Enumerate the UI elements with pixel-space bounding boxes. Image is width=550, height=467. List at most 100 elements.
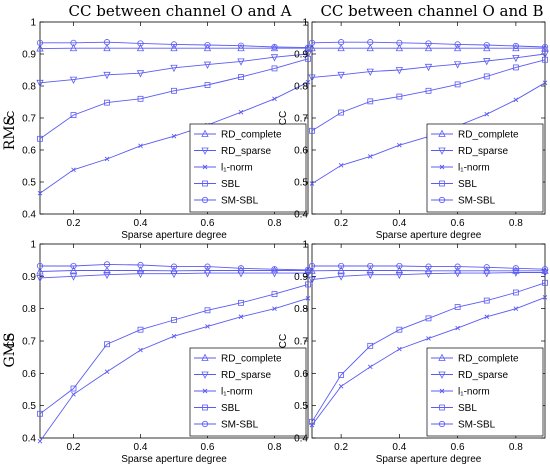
data-point-sbl: [425, 315, 432, 322]
x-tick-label: 0.6: [201, 218, 215, 229]
data-point-rd-sparse: [103, 71, 111, 80]
data-point-sbl: [37, 410, 43, 417]
legend-marker: [201, 129, 209, 137]
data-point-sm-sbl: [103, 261, 111, 268]
data-point-l-norm: [238, 109, 244, 115]
y-tick-label: 0.7: [22, 337, 36, 348]
data-point-l-norm: [171, 333, 177, 339]
data-point-l-norm: [305, 79, 311, 85]
x-tick-label: 0.6: [451, 218, 465, 229]
legend-marker: [439, 388, 445, 394]
y-tick-label: 1: [30, 240, 36, 251]
data-point-l-norm: [272, 96, 277, 102]
legend-label: RD_sparse: [458, 146, 508, 157]
data-point-sbl: [542, 279, 548, 286]
data-point-rd-complete: [337, 266, 345, 274]
legend-marker: [201, 353, 209, 361]
legend-marker: [438, 196, 446, 204]
data-point-rd-sparse: [308, 74, 316, 82]
data-point-sbl: [367, 342, 374, 349]
legend-label: l₁-norm: [458, 163, 490, 174]
data-point-rd-sparse: [203, 270, 212, 278]
data-point-l-norm: [272, 306, 277, 311]
y-axis-label: CC: [278, 111, 289, 125]
y-tick-label: 0.7: [22, 114, 36, 125]
data-point-rd-complete: [395, 266, 404, 274]
y-tick-label: 0.8: [294, 304, 308, 315]
data-point-rd-sparse: [203, 61, 212, 69]
data-point-l-norm: [71, 392, 76, 397]
data-point-sbl: [542, 56, 548, 63]
x-tick-label: 0.2: [67, 442, 81, 453]
data-point-sm-sbl: [338, 262, 345, 270]
legend: RD_complete RD_sparse l₁-norm SBL SM-SBL: [426, 347, 544, 437]
data-point-rd-sparse: [337, 273, 345, 281]
chart-panel-3: 0.2 0.4 0.6 0.8 0.4 0.5 0.6 0.7 0.8 0.9 1 Sparse ap…: [6, 240, 312, 465]
data-point-sm-sbl: [271, 43, 278, 51]
data-point-l-norm: [484, 111, 490, 117]
series-sm-sbl: [36, 261, 312, 273]
data-point-rd-complete: [512, 43, 520, 52]
y-tick-label: 0.9: [294, 50, 308, 61]
legend-box: [426, 123, 544, 213]
data-point-sbl: [396, 326, 403, 333]
series-l-norm: [309, 295, 548, 428]
data-point-sm-sbl: [308, 262, 316, 270]
legend-label: l₁-norm: [221, 163, 253, 174]
data-point-l-norm: [338, 383, 344, 389]
data-point-rd-sparse: [424, 63, 433, 72]
y-tick-label: 0.4: [294, 434, 308, 445]
series-line-rd-sparse: [39, 272, 308, 279]
data-point-sbl: [396, 93, 403, 100]
data-point-l-norm: [138, 143, 143, 149]
chart-panel-2: 0.2 0.4 0.6 0.8 0.4 0.5 0.6 0.7 0.8 0.9 1 Sparse ap…: [278, 18, 549, 241]
data-point-rd-sparse: [170, 270, 178, 279]
data-point-sbl: [137, 95, 144, 102]
data-point-sm-sbl: [308, 39, 316, 46]
x-tick-label: 0.2: [67, 218, 81, 229]
series-line-rd-sparse: [39, 53, 309, 84]
y-tick-label: 0.6: [22, 369, 36, 380]
legend-marker: [201, 420, 209, 428]
data-point-rd-sparse: [424, 270, 433, 279]
legend-marker: [202, 388, 208, 394]
data-point-l-norm: [397, 346, 402, 352]
legend-marker: [439, 404, 445, 411]
series-rd-complete: [308, 266, 549, 274]
data-point-rd-sparse: [483, 270, 491, 278]
data-point-sm-sbl: [483, 264, 490, 271]
legend-label: SBL: [458, 179, 477, 190]
data-point-l-norm: [542, 80, 548, 86]
data-point-sbl: [309, 127, 315, 134]
x-tick-label: 0.8: [268, 218, 282, 229]
data-point-rd-sparse: [366, 271, 374, 280]
data-point-rd-sparse: [69, 273, 78, 281]
y-tick-label: 0.5: [294, 178, 308, 189]
data-point-rd-sparse: [453, 61, 462, 69]
chart-panels: 0.2 0.4 0.6 0.8 0.4 0.5 0.6 0.7 0.8 0.9 1 Sparse ap…: [6, 18, 549, 465]
legend-marker: [201, 147, 209, 155]
data-point-l-norm: [309, 181, 315, 186]
chart-panel-4: 0.2 0.4 0.6 0.8 0.4 0.5 0.6 0.7 0.8 0.9 1 Sparse ap…: [278, 240, 549, 465]
data-point-sbl: [37, 135, 43, 142]
legend-label: SM-SBL: [458, 196, 496, 207]
y-tick-label: 0.8: [22, 82, 36, 93]
legend-marker: [438, 353, 446, 361]
data-point-sm-sbl: [367, 262, 374, 270]
data-point-rd-complete: [366, 266, 374, 274]
data-point-l-norm: [205, 324, 210, 329]
legend-label: RD_sparse: [458, 370, 508, 381]
legend-label: SBL: [458, 403, 477, 414]
data-point-sbl: [338, 109, 345, 116]
series-line-sm-sbl: [40, 263, 309, 271]
series-sm-sbl: [36, 39, 312, 51]
legend-marker: [201, 196, 209, 204]
data-point-rd-complete: [103, 266, 111, 274]
x-tick-label: 0.2: [334, 218, 348, 229]
data-point-rd-complete: [308, 266, 316, 274]
x-tick-label: 0.8: [509, 442, 523, 453]
data-point-rd-sparse: [36, 79, 44, 88]
series-sm-sbl: [308, 39, 549, 51]
data-point-sbl: [271, 291, 278, 298]
